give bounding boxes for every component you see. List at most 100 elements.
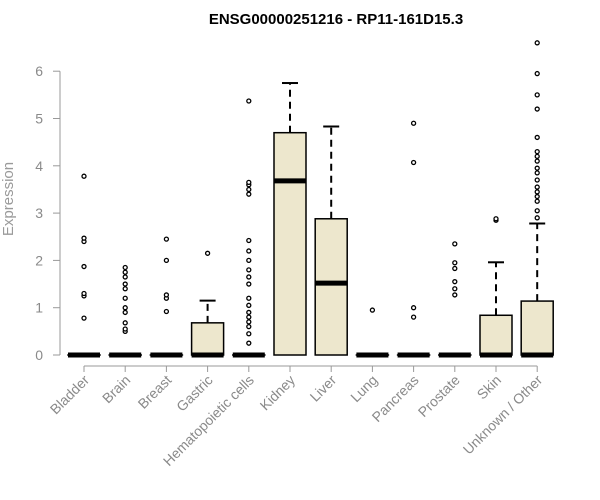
outlier-point bbox=[204, 250, 211, 256]
x-tick-label: Kidney bbox=[257, 372, 299, 414]
box-liver bbox=[314, 125, 348, 356]
outlier-point bbox=[410, 120, 417, 126]
outlier-point bbox=[122, 320, 128, 326]
outlier-point bbox=[534, 40, 540, 46]
box-iqr bbox=[273, 131, 307, 356]
outlier-point bbox=[246, 295, 252, 301]
outlier-point bbox=[534, 184, 540, 190]
outlier-point bbox=[122, 281, 128, 287]
outlier-point bbox=[81, 290, 87, 297]
outlier-point bbox=[452, 286, 458, 292]
outlier-point bbox=[534, 106, 540, 112]
outlier-point bbox=[452, 260, 458, 266]
outlier-point bbox=[122, 309, 128, 316]
x-tick-label: Breast bbox=[135, 372, 175, 412]
box-iqr bbox=[479, 314, 513, 356]
outlier-point bbox=[246, 314, 252, 320]
outlier-point bbox=[122, 274, 128, 280]
box-iqr bbox=[314, 218, 348, 356]
box-unknown-other bbox=[520, 40, 554, 358]
box-breast bbox=[149, 236, 184, 358]
outlier-point bbox=[122, 269, 128, 275]
outlier-point bbox=[122, 286, 128, 292]
outlier-point bbox=[246, 237, 252, 244]
x-tick-label: Bladder bbox=[47, 372, 93, 418]
box-iqr bbox=[520, 300, 554, 356]
outlier-point bbox=[493, 216, 499, 222]
outlier-point bbox=[246, 331, 252, 337]
outlier-point bbox=[369, 307, 376, 313]
y-tick-label: 6 bbox=[35, 63, 43, 79]
outlier-point bbox=[452, 292, 458, 298]
box-skin bbox=[479, 216, 513, 358]
outlier-point bbox=[246, 340, 252, 346]
outlier-point bbox=[534, 70, 540, 77]
outlier-point bbox=[534, 177, 540, 183]
outlier-point bbox=[122, 305, 128, 311]
outlier-point bbox=[246, 179, 252, 186]
outlier-point bbox=[81, 173, 87, 179]
outlier-point bbox=[410, 305, 417, 311]
outlier-point bbox=[452, 241, 458, 247]
x-tick-label: Liver bbox=[307, 372, 340, 405]
x-tick-label: Skin bbox=[474, 372, 505, 403]
box-bladder bbox=[67, 173, 101, 358]
outlier-point bbox=[534, 92, 540, 98]
box-kidney bbox=[273, 82, 307, 356]
outlier-point bbox=[534, 158, 540, 164]
outlier-point bbox=[163, 292, 170, 298]
outlier-point bbox=[246, 186, 252, 193]
outlier-point bbox=[534, 215, 540, 221]
outlier-point bbox=[122, 326, 128, 332]
y-tick-label: 1 bbox=[35, 300, 43, 316]
outlier-point bbox=[163, 308, 170, 315]
outlier-point bbox=[246, 274, 252, 280]
outlier-point bbox=[163, 257, 170, 264]
y-tick-label: 5 bbox=[35, 111, 43, 127]
box-lung bbox=[355, 307, 390, 358]
outlier-point bbox=[246, 98, 252, 104]
outlier-point bbox=[163, 236, 170, 242]
axes: 0 1 2 3 4 5 6 bbox=[35, 63, 538, 367]
outlier-point bbox=[122, 264, 128, 271]
outlier-point bbox=[246, 319, 252, 325]
box-iqr bbox=[190, 322, 225, 356]
x-tick-label: Brain bbox=[99, 372, 133, 406]
outlier-point bbox=[246, 267, 252, 273]
outlier-point bbox=[534, 148, 540, 155]
y-tick-label: 2 bbox=[35, 252, 43, 268]
box-hematopoietic-cells bbox=[232, 98, 266, 358]
outlier-point bbox=[534, 170, 540, 176]
outlier-point bbox=[122, 295, 128, 301]
outlier-point bbox=[81, 235, 87, 241]
y-axis-label: Expression bbox=[0, 162, 17, 236]
outlier-point bbox=[246, 309, 252, 316]
outlier-point bbox=[246, 302, 252, 308]
outlier-point bbox=[452, 279, 458, 285]
outlier-point bbox=[534, 189, 540, 195]
box-gastric bbox=[190, 250, 225, 358]
x-tick-label: Lung bbox=[347, 372, 380, 405]
outlier-point bbox=[246, 323, 252, 330]
outlier-point bbox=[246, 281, 252, 287]
outlier-point bbox=[534, 165, 540, 171]
outlier-point bbox=[534, 153, 540, 159]
outlier-point bbox=[410, 159, 417, 166]
box-brain bbox=[108, 264, 142, 358]
outlier-point bbox=[534, 134, 540, 141]
y-tick-label: 4 bbox=[35, 158, 43, 174]
y-tick-label: 0 bbox=[35, 347, 43, 363]
outlier-point bbox=[246, 257, 252, 264]
outlier-point bbox=[246, 248, 252, 254]
chart-title: ENSG00000251216 - RP11-161D15.3 bbox=[209, 11, 463, 28]
outlier-point bbox=[534, 208, 540, 214]
box-pancreas bbox=[396, 120, 431, 358]
outlier-point bbox=[81, 263, 87, 270]
outlier-point bbox=[246, 191, 252, 197]
outlier-point bbox=[452, 265, 458, 272]
outlier-point bbox=[534, 193, 540, 200]
y-tick-label: 3 bbox=[35, 205, 43, 221]
box-series bbox=[67, 40, 554, 358]
